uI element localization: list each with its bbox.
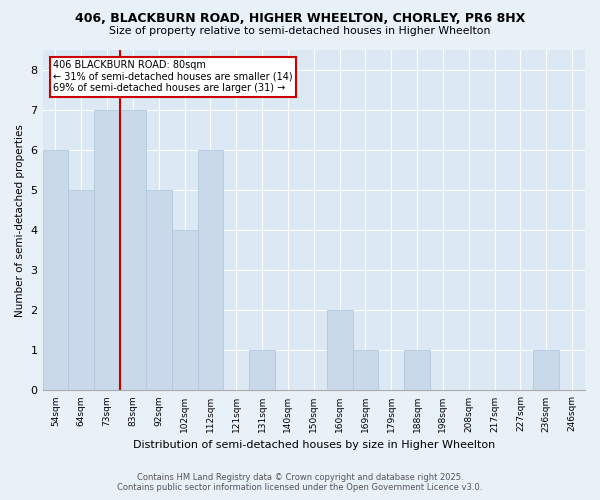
Bar [353, 350, 379, 391]
Bar [120, 110, 146, 390]
Bar [404, 350, 430, 391]
Text: 406 BLACKBURN ROAD: 80sqm
← 31% of semi-detached houses are smaller (14)
69% of : 406 BLACKBURN ROAD: 80sqm ← 31% of semi-… [53, 60, 293, 94]
Y-axis label: Number of semi-detached properties: Number of semi-detached properties [15, 124, 25, 316]
Bar [68, 190, 94, 390]
Bar [94, 110, 120, 390]
Text: 406, BLACKBURN ROAD, HIGHER WHEELTON, CHORLEY, PR6 8HX: 406, BLACKBURN ROAD, HIGHER WHEELTON, CH… [75, 12, 525, 26]
Bar [326, 310, 353, 390]
Text: Contains HM Land Registry data © Crown copyright and database right 2025.
Contai: Contains HM Land Registry data © Crown c… [118, 473, 482, 492]
Text: Size of property relative to semi-detached houses in Higher Wheelton: Size of property relative to semi-detach… [109, 26, 491, 36]
Bar [43, 150, 68, 390]
Bar [172, 230, 197, 390]
X-axis label: Distribution of semi-detached houses by size in Higher Wheelton: Distribution of semi-detached houses by … [133, 440, 495, 450]
Bar [249, 350, 275, 391]
Bar [197, 150, 223, 390]
Bar [146, 190, 172, 390]
Bar [533, 350, 559, 391]
